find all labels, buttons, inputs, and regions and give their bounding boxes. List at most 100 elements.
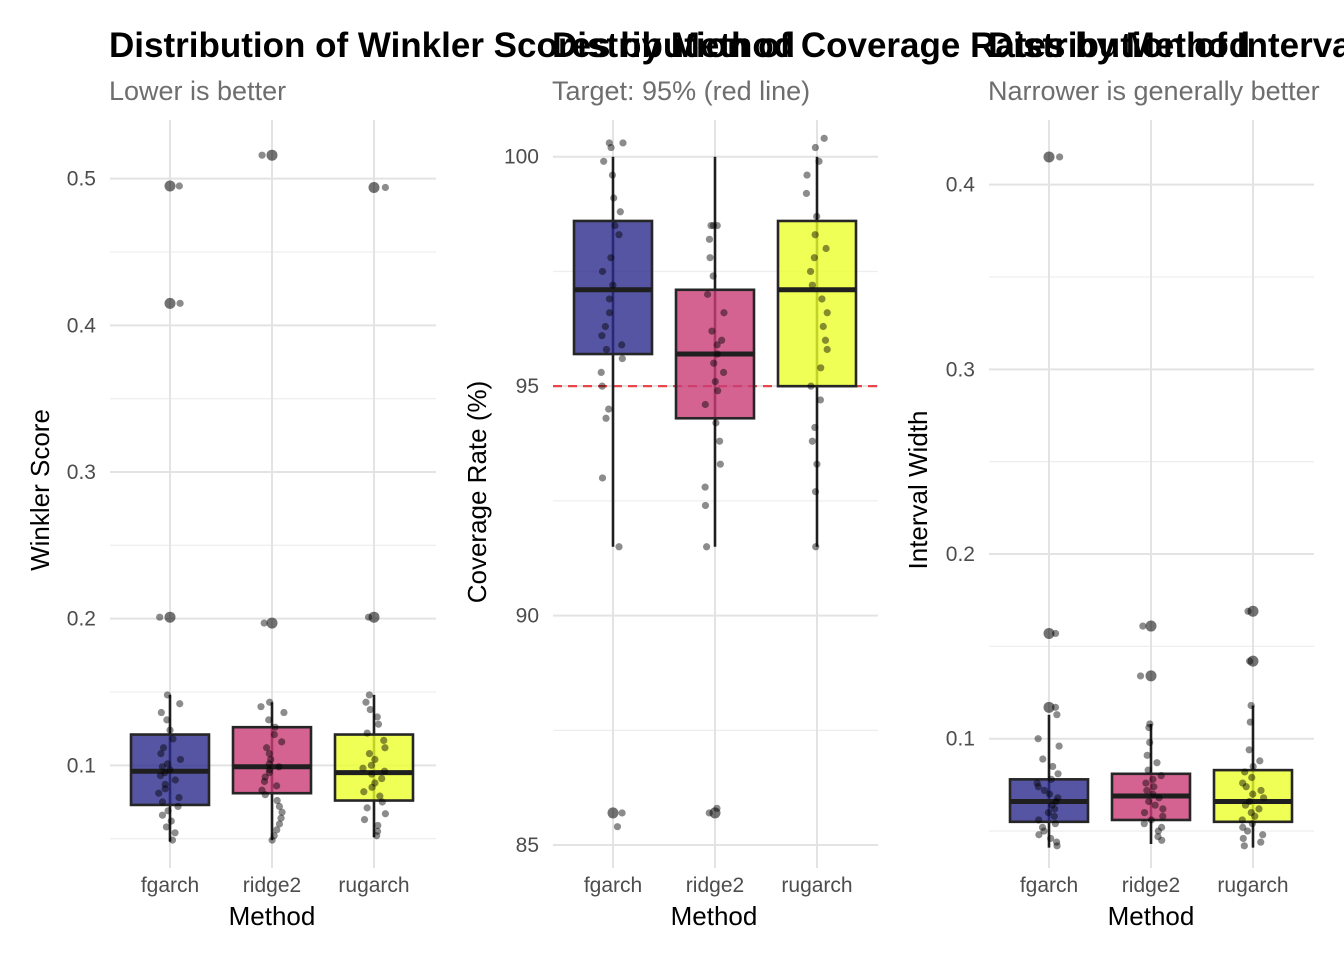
jitter-point: [1239, 834, 1247, 843]
jitter-point: [1154, 827, 1162, 835]
jitter-point: [619, 139, 627, 147]
jitter-point: [1143, 786, 1151, 795]
jitter-point: [701, 400, 709, 409]
panel-width-title: Distribution of Interval Widths by Metho…: [988, 26, 1344, 65]
panel-winkler: 0.1 0.2 0.3 0.4 0.5 fgarch ridge2 rugarch Lowe…: [25, 76, 436, 931]
jitter-point: [607, 143, 615, 152]
jitter-point: [374, 821, 382, 830]
jitter-point: [156, 772, 165, 780]
jitter-point: [811, 488, 820, 496]
jitter-point: [1045, 790, 1054, 798]
jitter-point: [363, 729, 371, 737]
jitter-point: [719, 368, 728, 376]
jitter-point: [716, 437, 724, 445]
panel-coverage-points: [597, 134, 831, 831]
jitter-point: [1249, 762, 1257, 771]
y-tick-label: 85: [516, 834, 539, 857]
jitter-point: [166, 726, 174, 734]
jitter-point: [1145, 724, 1153, 732]
jitter-point: [1139, 622, 1147, 630]
jitter-point: [155, 789, 163, 797]
jitter-point: [806, 267, 815, 276]
jitter-point: [158, 763, 166, 771]
jitter-point: [822, 244, 830, 253]
jitter-point: [710, 359, 718, 367]
jitter-point: [607, 254, 615, 262]
y-tick-label: 0.1: [946, 728, 975, 751]
y-tick-label: 0.1: [67, 754, 96, 777]
jitter-point: [821, 336, 830, 344]
jitter-point: [823, 309, 831, 317]
jitter-point: [1048, 801, 1056, 809]
jitter-point: [275, 763, 283, 771]
panel-winkler-y-axis-label: Winkler Score: [25, 409, 55, 571]
panel-coverage-x-ticks: fgarch ridge2 rugarch: [584, 874, 853, 897]
jitter-point: [706, 254, 714, 262]
jitter-point: [1151, 801, 1159, 809]
jitter-point: [605, 295, 614, 303]
jitter-point: [823, 345, 831, 354]
jitter-point: [1047, 834, 1055, 843]
jitter-point: [703, 543, 711, 551]
panel-width-points: [1033, 151, 1268, 850]
jitter-point: [1239, 779, 1247, 787]
jitter-point: [275, 820, 284, 828]
outlier-point: [1145, 620, 1157, 632]
jitter-point: [1243, 827, 1252, 835]
jitter-point: [374, 720, 383, 728]
jitter-point: [601, 322, 609, 331]
jitter-point: [1146, 738, 1154, 747]
jitter-point: [175, 794, 183, 802]
x-tick-label-rugarch: rugarch: [338, 874, 409, 897]
outlier-point: [1247, 605, 1259, 617]
jitter-point: [381, 183, 389, 192]
jitter-point: [1257, 838, 1265, 846]
jitter-point: [373, 832, 381, 840]
jitter-point: [605, 309, 614, 317]
jitter-point: [708, 327, 716, 335]
jitter-point: [1158, 823, 1166, 831]
jitter-point: [1047, 775, 1055, 783]
jitter-point: [1040, 786, 1048, 795]
jitter-point: [1050, 805, 1059, 813]
jitter-point: [161, 769, 169, 777]
jitter-point: [1049, 762, 1057, 771]
panel-winkler-x-ticks: fgarch ridge2 rugarch: [141, 874, 410, 897]
jitter-point: [167, 817, 175, 825]
y-tick-label: 0.2: [67, 608, 96, 631]
jitter-point: [261, 773, 269, 781]
box-rugarch: [333, 733, 415, 802]
jitter-point: [811, 143, 819, 152]
jitter-point: [609, 281, 617, 289]
jitter-point: [1150, 783, 1158, 791]
jitter-point: [257, 703, 265, 711]
jitter-point: [266, 698, 274, 706]
jitter-point: [711, 377, 719, 386]
jitter-point: [360, 788, 368, 796]
jitter-point: [1053, 842, 1061, 850]
panel-winkler-boxes: [129, 694, 415, 842]
jitter-point: [270, 730, 278, 739]
panel-width-subtitle: Narrower is generally better: [988, 76, 1320, 106]
jitter-point: [1040, 827, 1048, 835]
outlier-point: [1043, 627, 1055, 639]
panel-winkler-x-axis-label: Method: [229, 901, 316, 931]
y-tick-label: 100: [504, 146, 539, 169]
jitter-point: [1241, 801, 1250, 809]
jitter-point: [378, 774, 386, 783]
jitter-point: [1155, 794, 1163, 802]
jitter-point: [713, 804, 721, 812]
jitter-point: [365, 750, 374, 758]
jitter-point: [600, 157, 608, 165]
jitter-point: [602, 345, 611, 354]
jitter-point: [709, 272, 717, 280]
jitter-point: [817, 364, 825, 372]
panel-width-x-ticks: fgarch ridge2 rugarch: [1020, 874, 1289, 897]
jitter-point: [378, 798, 386, 806]
jitter-point: [813, 460, 821, 468]
jitter-point: [718, 336, 726, 344]
jitter-point: [271, 723, 279, 731]
jitter-point: [1035, 816, 1043, 824]
panel-coverage-y-ticks: 85 90 95 100: [504, 146, 539, 857]
